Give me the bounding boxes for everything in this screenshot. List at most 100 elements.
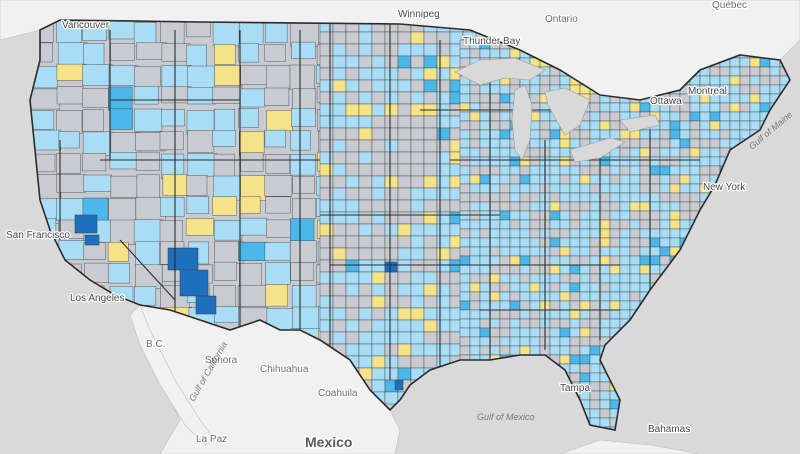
- county[interactable]: [469, 174, 481, 185]
- county[interactable]: [639, 273, 651, 284]
- county[interactable]: [549, 246, 561, 257]
- county[interactable]: [639, 174, 651, 185]
- county[interactable]: [384, 223, 399, 237]
- county[interactable]: [469, 228, 481, 239]
- county[interactable]: [559, 354, 571, 365]
- county[interactable]: [479, 300, 491, 311]
- county[interactable]: [56, 153, 81, 174]
- county[interactable]: [290, 153, 316, 176]
- county[interactable]: [649, 183, 661, 194]
- county[interactable]: [358, 235, 373, 249]
- county[interactable]: [332, 79, 347, 93]
- county[interactable]: [749, 93, 761, 104]
- county[interactable]: [629, 246, 641, 257]
- county[interactable]: [579, 228, 591, 239]
- county[interactable]: [749, 66, 761, 77]
- county[interactable]: [384, 55, 399, 69]
- county[interactable]: [639, 219, 651, 230]
- county[interactable]: [410, 31, 425, 45]
- county[interactable]: [639, 102, 651, 113]
- county[interactable]: [599, 120, 611, 131]
- county[interactable]: [509, 291, 521, 302]
- county[interactable]: [489, 255, 501, 266]
- county[interactable]: [345, 331, 360, 345]
- county[interactable]: [689, 165, 701, 176]
- county[interactable]: [589, 210, 601, 221]
- county[interactable]: [345, 151, 360, 165]
- county[interactable]: [423, 175, 438, 189]
- county[interactable]: [519, 201, 531, 212]
- county[interactable]: [589, 183, 601, 194]
- county[interactable]: [699, 75, 711, 86]
- county[interactable]: [289, 64, 315, 90]
- county[interactable]: [559, 138, 571, 149]
- county[interactable]: [519, 264, 531, 275]
- county[interactable]: [489, 84, 501, 95]
- county[interactable]: [649, 129, 661, 140]
- county[interactable]: [459, 84, 471, 95]
- county[interactable]: [469, 291, 481, 302]
- county[interactable]: [679, 138, 691, 149]
- county[interactable]: [345, 43, 360, 57]
- county[interactable]: [371, 79, 386, 93]
- county[interactable]: [410, 79, 425, 93]
- county[interactable]: [669, 183, 681, 194]
- county[interactable]: [358, 103, 373, 117]
- county[interactable]: [410, 283, 425, 297]
- county[interactable]: [499, 327, 511, 338]
- county[interactable]: [529, 255, 541, 266]
- county[interactable]: [319, 271, 334, 285]
- county[interactable]: [423, 235, 438, 249]
- county[interactable]: [649, 192, 661, 203]
- county[interactable]: [739, 120, 751, 131]
- county-dark[interactable]: [195, 295, 217, 315]
- county[interactable]: [459, 291, 471, 302]
- county[interactable]: [759, 66, 771, 77]
- county[interactable]: [509, 345, 521, 356]
- county[interactable]: [729, 93, 741, 104]
- county[interactable]: [489, 246, 501, 257]
- county[interactable]: [319, 151, 334, 165]
- county[interactable]: [499, 309, 511, 320]
- county[interactable]: [436, 307, 451, 321]
- county[interactable]: [319, 175, 334, 189]
- county[interactable]: [579, 255, 591, 266]
- county[interactable]: [519, 165, 531, 176]
- county-dark[interactable]: [84, 234, 100, 246]
- county[interactable]: [384, 211, 399, 225]
- county[interactable]: [436, 91, 451, 105]
- county[interactable]: [459, 129, 471, 140]
- county[interactable]: [384, 343, 399, 357]
- county[interactable]: [332, 319, 347, 333]
- county[interactable]: [319, 139, 334, 153]
- county[interactable]: [264, 44, 286, 62]
- county[interactable]: [319, 79, 334, 93]
- county[interactable]: [669, 192, 681, 203]
- county[interactable]: [639, 282, 651, 293]
- county[interactable]: [519, 183, 531, 194]
- county[interactable]: [619, 219, 631, 230]
- county[interactable]: [589, 246, 601, 257]
- county[interactable]: [459, 93, 471, 104]
- county[interactable]: [345, 55, 360, 69]
- county[interactable]: [469, 129, 481, 140]
- county[interactable]: [436, 223, 451, 237]
- county[interactable]: [569, 309, 581, 320]
- county[interactable]: [759, 93, 771, 104]
- county[interactable]: [659, 183, 671, 194]
- county[interactable]: [759, 102, 771, 113]
- county[interactable]: [436, 235, 451, 249]
- county[interactable]: [679, 219, 691, 230]
- county[interactable]: [358, 115, 373, 129]
- county[interactable]: [479, 129, 491, 140]
- county[interactable]: [479, 120, 491, 131]
- county[interactable]: [509, 282, 521, 293]
- county[interactable]: [599, 255, 611, 266]
- county[interactable]: [499, 300, 511, 311]
- county[interactable]: [423, 127, 438, 141]
- county[interactable]: [539, 120, 551, 131]
- county[interactable]: [509, 156, 521, 167]
- county[interactable]: [371, 175, 386, 189]
- county[interactable]: [529, 147, 541, 158]
- county[interactable]: [639, 210, 651, 221]
